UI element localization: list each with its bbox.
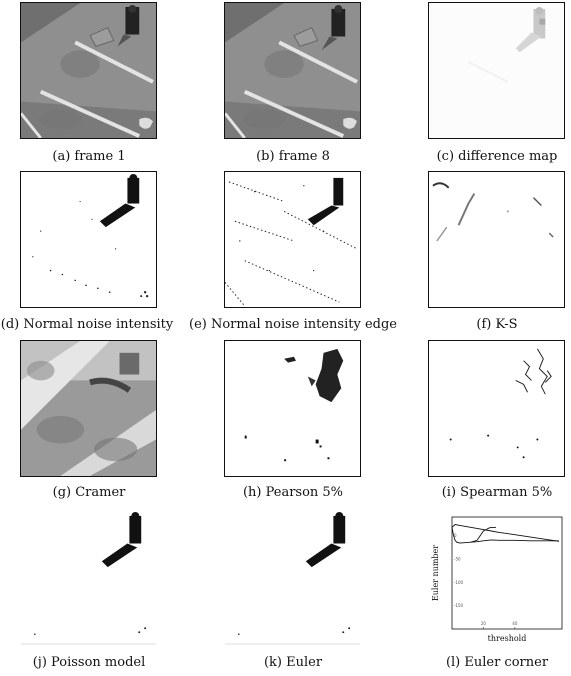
frame-8-image xyxy=(225,3,360,138)
caption-k: (k) Euler xyxy=(263,655,323,670)
panel-frame-8 xyxy=(224,2,361,139)
series-line-1 xyxy=(451,524,559,542)
euler-image xyxy=(225,510,360,645)
caption-g: (g) Cramer xyxy=(52,485,126,500)
cramer-image xyxy=(21,341,156,476)
poisson-model-image xyxy=(21,510,156,645)
panel-ks xyxy=(428,171,565,308)
panel-spearman xyxy=(428,340,565,477)
spearman-image xyxy=(429,341,564,476)
caption-a: (a) frame 1 xyxy=(52,149,126,164)
panel-frame-1 xyxy=(20,2,157,139)
plot-frame xyxy=(451,516,563,630)
euler-corner-chart: Euler number threshold 20 40 0 -50 -100 -150 xyxy=(426,511,566,646)
ks-image xyxy=(429,172,564,307)
x-axis-label: threshold xyxy=(488,634,527,643)
caption-b: (b) frame 8 xyxy=(256,149,330,164)
caption-e: (e) Normal noise intensity edge xyxy=(189,317,397,332)
normal-noise-intensity-edge-image xyxy=(225,172,360,307)
panel-euler xyxy=(224,509,361,646)
frame-1-image xyxy=(21,3,156,138)
panel-difference-map xyxy=(428,2,565,139)
caption-i: (i) Spearman 5% xyxy=(441,485,553,500)
x-tick-label: 20 xyxy=(481,621,487,626)
panel-cramer xyxy=(20,340,157,477)
y-tick-label: -150 xyxy=(454,603,464,608)
y-tick-label: 0 xyxy=(454,533,457,538)
caption-h: (h) Pearson 5% xyxy=(242,485,344,500)
caption-f: (f) K-S xyxy=(476,317,518,332)
series-line-3 xyxy=(470,526,497,543)
caption-j: (j) Poisson model xyxy=(32,655,146,670)
x-tick-label: 40 xyxy=(512,621,518,626)
caption-c: (c) difference map xyxy=(436,149,558,164)
caption-d: (d) Normal noise intensity xyxy=(0,317,174,332)
y-tick-label: -50 xyxy=(454,557,461,562)
panel-normal-noise-intensity xyxy=(20,171,157,308)
y-axis-label: Euler number xyxy=(431,545,440,601)
panel-pearson xyxy=(224,340,361,477)
y-tick-label: -100 xyxy=(454,580,464,585)
series-line-2 xyxy=(451,527,559,544)
panel-poisson-model xyxy=(20,509,157,646)
normal-noise-intensity-image xyxy=(21,172,156,307)
pearson-image xyxy=(225,341,360,476)
caption-l: (l) Euler corner xyxy=(445,655,549,670)
difference-map-image xyxy=(429,3,564,138)
euler-corner-plot: Euler number threshold 20 40 0 -50 -100 -150 xyxy=(431,516,563,643)
panel-normal-noise-intensity-edge xyxy=(224,171,361,308)
